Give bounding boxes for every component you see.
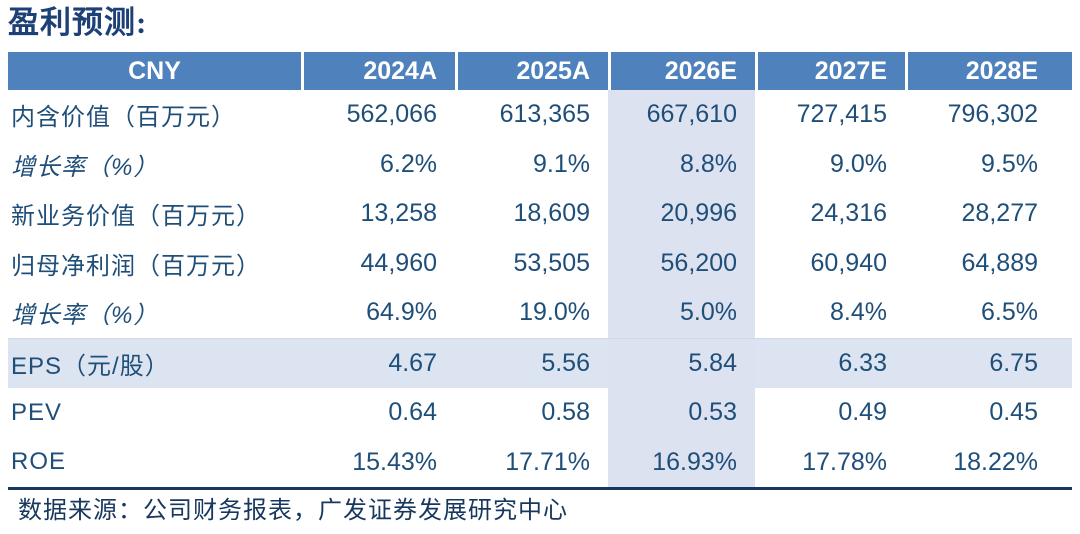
row-label: 内含价值（百万元）	[11, 104, 236, 132]
table-cell: 9.5%	[981, 149, 1038, 178]
column-header-2027e: 2027E	[755, 52, 905, 90]
cell-value: 5.84	[688, 348, 737, 377]
table-row-embedded-value: 内含价值（百万元） 562,066 613,365 667,610 727,41…	[8, 90, 1072, 140]
row-label: 归母净利润（百万元）	[11, 252, 261, 280]
table-row-roe: ROE 15.43% 17.71% 16.93% 17.78% 18.22%	[8, 437, 1072, 487]
row-label: EPS（元/股）	[11, 352, 170, 380]
table-cell: 6.75	[989, 348, 1038, 377]
table-cell: 727,415	[796, 100, 887, 129]
table-cell: 15.43%	[352, 447, 437, 476]
row-label: 新业务价值（百万元）	[11, 203, 261, 231]
table-cell-highlighted: 56,200	[608, 238, 755, 288]
table-cell: 19.0%	[519, 298, 590, 327]
table-row-eps: EPS（元/股） 4.67 5.56 5.84 6.33 6.75	[8, 337, 1072, 388]
table-header-row: CNY 2024A 2025A 2026E 2027E 2028E	[8, 52, 1072, 90]
table-cell: 44,960	[360, 248, 437, 277]
table-cell-highlighted: 8.8%	[608, 139, 755, 189]
table-row-net-profit: 归母净利润（百万元） 44,960 53,505 56,200 60,940 6…	[8, 238, 1072, 288]
table-cell: 0.58	[541, 398, 590, 427]
table-cell: 13,258	[360, 199, 437, 228]
cell-value: 56,200	[660, 248, 737, 277]
cell-value: 667,610	[646, 100, 737, 129]
forecast-table: CNY 2024A 2025A 2026E 2027E 2028E 内含价值（百…	[8, 52, 1072, 490]
column-header-cny: CNY	[128, 57, 181, 85]
table-cell: 562,066	[346, 100, 437, 129]
cell-value: 8.8%	[680, 149, 737, 178]
table-cell: 6.2%	[380, 149, 437, 178]
table-cell-highlighted: 0.53	[608, 388, 755, 438]
table-cell: 60,940	[810, 248, 887, 277]
cell-value: 16.93%	[652, 447, 737, 476]
table-cell: 0.49	[838, 398, 887, 427]
table-cell: 17.71%	[505, 447, 590, 476]
table-cell: 0.45	[989, 398, 1038, 427]
table-cell: 17.78%	[802, 447, 887, 476]
table-cell: 0.64	[388, 398, 437, 427]
column-header-2026e: 2026E	[608, 52, 755, 90]
table-cell-highlighted: 5.0%	[608, 288, 755, 338]
table-cell: 8.4%	[830, 298, 887, 327]
table-cell-highlighted: 5.84	[608, 338, 755, 388]
table-cell-highlighted: 16.93%	[608, 437, 755, 487]
table-cell: 9.1%	[533, 149, 590, 178]
row-label: PEV	[11, 398, 63, 426]
row-label: 增长率（%）	[11, 153, 159, 181]
table-cell: 28,277	[961, 199, 1038, 228]
table-cell: 796,302	[947, 100, 1038, 129]
table-cell: 613,365	[499, 100, 590, 129]
row-label: 增长率（%）	[11, 302, 159, 330]
table-cell: 64.9%	[366, 298, 437, 327]
table-cell: 6.33	[838, 348, 887, 377]
table-cell: 9.0%	[830, 149, 887, 178]
table-row-growth-rate-profit: 增长率（%） 64.9% 19.0% 5.0% 8.4% 6.5%	[8, 288, 1072, 338]
column-header-2028e: 2028E	[905, 52, 1072, 90]
table-cell: 24,316	[810, 199, 887, 228]
cell-value: 0.53	[688, 398, 737, 427]
page-title: 盈利预测:	[8, 5, 148, 40]
column-header-2025a: 2025A	[455, 52, 608, 90]
table-cell: 6.5%	[981, 298, 1038, 327]
data-source-note: 数据来源：公司财务报表，广发证券发展研究中心	[18, 498, 568, 524]
row-label: ROE	[11, 448, 67, 476]
table-row-growth-rate-ev: 增长率（%） 6.2% 9.1% 8.8% 9.0% 9.5%	[8, 139, 1072, 189]
table-body: 内含价值（百万元） 562,066 613,365 667,610 727,41…	[8, 90, 1072, 490]
table-cell-highlighted: 667,610	[608, 90, 755, 140]
column-header-2024a: 2024A	[301, 52, 455, 90]
table-cell: 64,889	[961, 248, 1038, 277]
table-row-pev: PEV 0.64 0.58 0.53 0.49 0.45	[8, 388, 1072, 438]
table-cell: 18.22%	[953, 447, 1038, 476]
cell-value: 20,996	[660, 199, 737, 228]
cell-value: 5.0%	[680, 298, 737, 327]
table-cell: 4.67	[388, 348, 437, 377]
table-cell: 5.56	[541, 348, 590, 377]
table-row-new-business-value: 新业务价值（百万元） 13,258 18,609 20,996 24,316 2…	[8, 189, 1072, 239]
table-cell: 53,505	[513, 248, 590, 277]
table-cell-highlighted: 20,996	[608, 189, 755, 239]
table-cell: 18,609	[513, 199, 590, 228]
